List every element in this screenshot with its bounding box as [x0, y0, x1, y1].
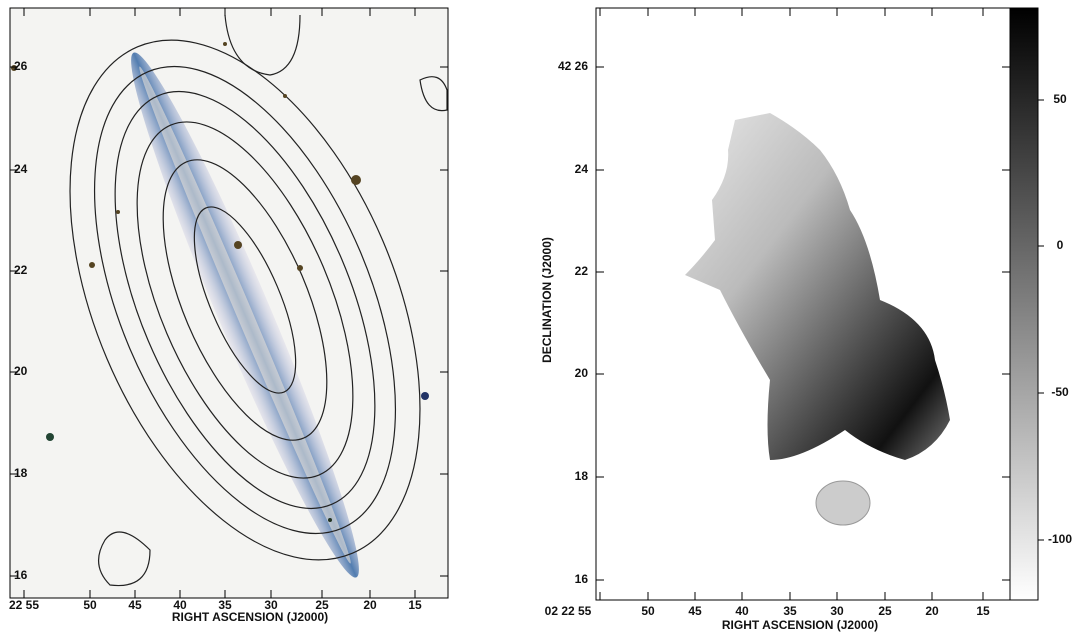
y-tick-label: 26: [14, 59, 28, 73]
y-tick-label: 24: [575, 162, 589, 176]
x-tick-label: 02 22 55: [545, 604, 592, 618]
x-tick-label: 35: [218, 598, 232, 612]
x-tick-label: 40: [173, 598, 187, 612]
colorbar-tick-label: -50: [1051, 385, 1069, 399]
rm-region: [685, 113, 950, 460]
x-tick-label: 45: [128, 598, 142, 612]
optical-image: [9, 7, 449, 599]
x-tick-label: 45: [688, 604, 702, 618]
colorbar-tick-label: -100: [1048, 532, 1072, 546]
x-tick-label: 20: [363, 598, 377, 612]
x-tick-label: 35: [783, 604, 797, 618]
x-axis-label: RIGHT ASCENSION (J2000): [722, 618, 878, 632]
y-tick-label: 42 26: [558, 59, 588, 73]
y-tick-label: 22: [14, 263, 28, 277]
y-tick-label: 22: [575, 264, 589, 278]
x-tick-label: 25: [878, 604, 892, 618]
colorbar-tick-label: 50: [1053, 92, 1067, 106]
y-tick-label: 18: [14, 466, 28, 480]
y-tick-label: 16: [575, 572, 589, 586]
rm-region: [815, 480, 871, 526]
x-tick-label: 15: [408, 598, 422, 612]
colorbar-tick-label: 0: [1057, 238, 1064, 252]
x-tick-label: 20: [925, 604, 939, 618]
x-axis-label: RIGHT ASCENSION (J2000): [172, 610, 328, 624]
y-tick-label: 18: [575, 469, 589, 483]
x-tick-label: 50: [641, 604, 655, 618]
y-tick-label: 20: [14, 364, 28, 378]
x-tick-label: 50: [83, 598, 97, 612]
x-tick-label: 22 55: [9, 598, 39, 612]
y-tick-label: 16: [14, 568, 28, 582]
x-tick-label: 30: [830, 604, 844, 618]
x-tick-label: 40: [735, 604, 749, 618]
x-tick-label: 25: [315, 598, 329, 612]
x-tick-label: 30: [264, 598, 278, 612]
y-tick-label: 24: [14, 162, 28, 176]
colorbar: [1009, 7, 1039, 601]
y-axis-label: DECLINATION (J2000): [540, 237, 554, 363]
x-tick-label: 15: [976, 604, 990, 618]
y-tick-label: 20: [575, 366, 589, 380]
